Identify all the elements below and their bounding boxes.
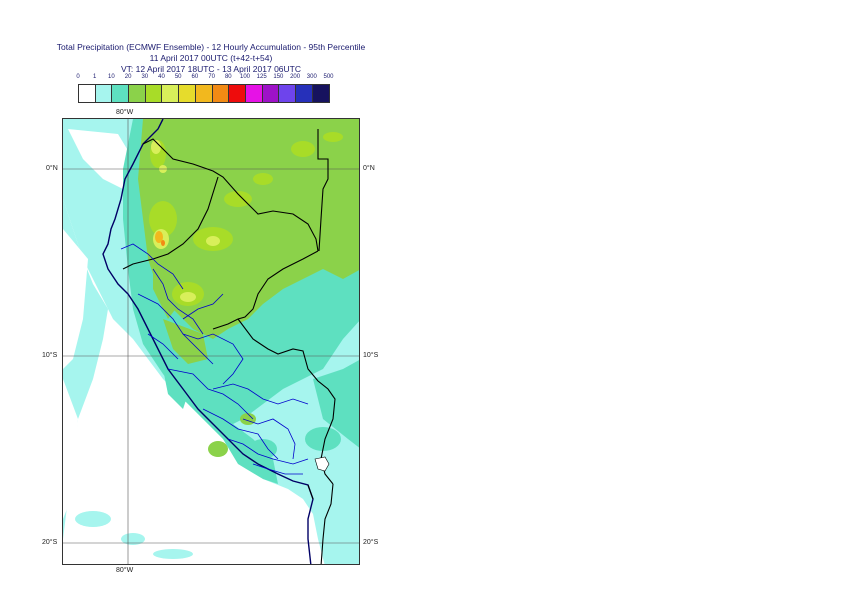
legend-swatch — [195, 85, 213, 102]
border-peru-bolivia — [237, 318, 336, 485]
lat-label-left-0: 0°N — [46, 165, 58, 172]
valid-time: VT: 12 April 2017 18UTC - 13 April 2017 … — [120, 64, 301, 74]
legend-swatch — [162, 85, 180, 102]
legend-labels: 0 1 10 20 30 40 50 60 70 80 100 125 150 200 300 500 — [70, 74, 360, 84]
region-border-5 — [167, 368, 254, 420]
precipitation-map — [62, 118, 360, 565]
national-borders — [122, 129, 336, 564]
base-time: 11 April 2017 00UTC (t+42-t+54) — [149, 53, 273, 63]
precip-field-orange — [155, 231, 165, 246]
legend-swatch — [212, 85, 230, 102]
lat-label-right-10s: 10°S — [363, 352, 379, 359]
legend-label: 500 — [323, 74, 334, 80]
legend-label: 0 — [76, 74, 80, 80]
region-border-12 — [147, 333, 179, 360]
precip-field-yellowgreen — [149, 132, 343, 306]
legend-label: 40 — [158, 74, 165, 80]
legend-label: 70 — [208, 74, 215, 80]
region-border-1 — [120, 243, 184, 290]
legend-swatch — [145, 85, 163, 102]
chart-title: Total Precipitation (ECMWF Ensemble) - 1… — [56, 42, 366, 52]
border-colombia-brazil — [317, 129, 329, 252]
region-border-9 — [227, 438, 309, 465]
region-border-2 — [152, 268, 204, 335]
legend-bar — [78, 84, 331, 103]
region-border-10 — [252, 463, 303, 475]
region-border-8 — [242, 418, 296, 460]
title-block: Total Precipitation (ECMWF Ensemble) - 1… — [0, 42, 422, 75]
legend-swatch — [229, 85, 246, 102]
border-ecuador-peru — [122, 176, 219, 270]
region-border-4 — [182, 333, 244, 385]
legend-swatch — [79, 85, 96, 102]
legend-swatch — [279, 85, 296, 102]
lat-label-left-10s: 10°S — [42, 352, 58, 359]
legend-label: 125 — [256, 74, 267, 80]
border-peru-brazil — [212, 250, 319, 330]
color-legend: 0 1 10 20 30 40 50 60 70 80 100 125 150 200 300 500 — [70, 74, 360, 104]
coastline — [102, 119, 314, 564]
legend-label: 80 — [224, 74, 232, 80]
legend-swatch — [112, 85, 130, 102]
legend-label: 20 — [124, 74, 132, 80]
lat-label-right-20s: 20°S — [363, 539, 379, 546]
legend-swatch — [245, 85, 263, 102]
legend-swatch — [129, 85, 146, 102]
legend-swatch — [262, 85, 280, 102]
region-border-11 — [182, 293, 224, 320]
legend-swatch — [295, 85, 313, 102]
region-border-3 — [137, 293, 214, 365]
legend-swatch — [312, 85, 330, 102]
legend-label: 200 — [290, 74, 301, 80]
region-border-6 — [212, 383, 309, 405]
lake-titicaca — [314, 456, 330, 472]
regional-borders — [120, 243, 309, 475]
legend-swatch — [179, 85, 196, 102]
legend-label: 30 — [141, 74, 149, 80]
legend-swatch — [95, 85, 113, 102]
border-peru-chile — [307, 484, 314, 500]
legend-label: 10 — [108, 74, 115, 80]
legend-label: 300 — [306, 74, 317, 80]
legend-label: 100 — [239, 74, 251, 80]
lat-label-right-0: 0°N — [363, 165, 375, 172]
border-chile-bolivia — [320, 483, 334, 564]
map-canvas — [63, 119, 359, 564]
legend-label: 50 — [174, 74, 182, 80]
lon-label-bottom: 80°W — [116, 567, 134, 574]
legend-label: 1 — [93, 74, 97, 80]
lon-label-top: 80°W — [116, 109, 134, 116]
region-border-7 — [202, 408, 279, 460]
legend-label: 150 — [273, 74, 284, 80]
lat-label-left-20s: 20°S — [42, 539, 58, 546]
gridlines — [63, 119, 359, 564]
legend-label: 60 — [191, 74, 199, 80]
border-colombia-ecuador — [142, 138, 319, 252]
